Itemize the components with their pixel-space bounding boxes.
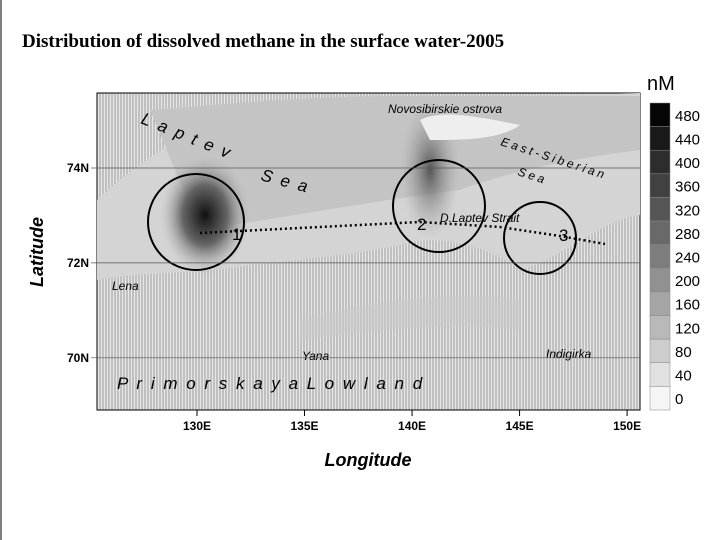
station-circle — [392, 159, 486, 253]
colorbar-swatch — [649, 126, 671, 151]
station-circle — [147, 173, 245, 271]
x-axis-label: Longitude — [325, 450, 412, 470]
colorbar-label: 80 — [675, 344, 692, 361]
colorbar-label: 160 — [675, 297, 700, 314]
colorbar-label: 120 — [675, 320, 700, 337]
place: D.Laptev Strait — [440, 211, 520, 225]
x-tick-label: 140E — [398, 419, 426, 433]
station-label: 1 — [232, 225, 241, 244]
place: Novosibirskie ostrova — [388, 102, 502, 116]
colorbar-label: 440 — [675, 131, 700, 148]
map: 1 2 3 L a p t e v S e a Novosibirskie os… — [96, 92, 641, 411]
y-axis-label: Latitude — [27, 217, 47, 287]
y-tick-label: 70N — [67, 351, 89, 365]
x-tick-label: 130E — [183, 419, 211, 433]
colorbar-label: 480 — [675, 108, 700, 125]
place: P r i m o r s k a y a L o w l a n d — [117, 374, 424, 393]
place: Yana — [302, 349, 329, 363]
colorbar-swatch — [649, 268, 671, 293]
colorbar-swatch — [649, 244, 671, 269]
place: Indigirka — [546, 347, 592, 361]
shade — [300, 296, 520, 340]
colorbar-swatch — [649, 220, 671, 245]
colorbar-swatch — [649, 338, 671, 364]
colorbar-swatch — [649, 386, 671, 411]
colorbar-unit: nM — [647, 73, 675, 95]
colorbar-swatch — [649, 197, 671, 222]
colorbar-swatch — [649, 173, 671, 198]
sea-shade — [150, 96, 640, 230]
station-label: 3 — [559, 226, 568, 245]
station-label: 2 — [417, 215, 426, 234]
colorbar-label: 280 — [675, 226, 700, 243]
colorbar-swatch — [649, 362, 671, 387]
colorbar-label: 40 — [675, 368, 692, 385]
colorbar-label: 240 — [675, 250, 700, 267]
station-circle — [503, 201, 577, 275]
colorbar-label: 400 — [675, 155, 700, 172]
y-tick-label: 74N — [67, 161, 89, 175]
colorbar-swatch — [649, 102, 671, 127]
x-tick-label: 145E — [506, 419, 534, 433]
colorbar-label: 320 — [675, 202, 700, 219]
x-tick-label: 150E — [613, 419, 641, 433]
colorbar-swatch — [649, 291, 671, 316]
place: Lena — [112, 279, 139, 293]
colorbar-label: 360 — [675, 179, 700, 196]
colorbar-label: 0 — [675, 391, 683, 408]
anomaly — [160, 155, 250, 275]
transect — [199, 220, 606, 246]
island — [420, 114, 520, 140]
x-tick-label: 135E — [291, 419, 319, 433]
colorbar-label: 200 — [675, 273, 700, 290]
colorbar-swatch — [649, 315, 671, 340]
colorbar-swatch — [649, 149, 671, 175]
title: Distribution of dissolved methane in the… — [22, 31, 504, 52]
y-tick-label: 72N — [67, 256, 89, 270]
